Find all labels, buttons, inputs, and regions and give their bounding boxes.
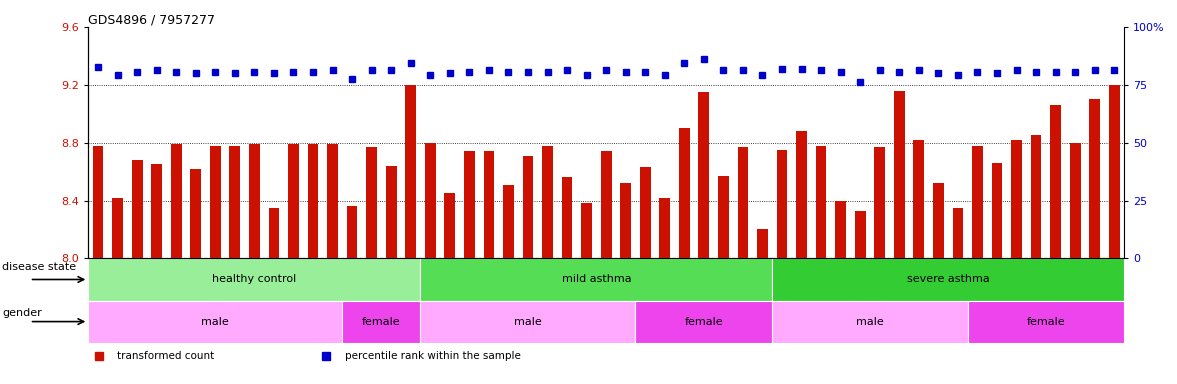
Bar [88, 301, 343, 343]
Bar [1031, 136, 1042, 258]
Bar [992, 163, 1003, 258]
Bar [561, 177, 572, 258]
Bar [893, 91, 905, 258]
Bar [933, 183, 944, 258]
Bar [445, 193, 455, 258]
Bar [772, 301, 967, 343]
Text: female: female [363, 316, 400, 326]
Bar [420, 301, 636, 343]
Bar [425, 143, 435, 258]
Text: percentile rank within the sample: percentile rank within the sample [345, 351, 521, 361]
Bar [855, 211, 865, 258]
Bar [343, 301, 420, 343]
Bar [366, 147, 377, 258]
Bar [93, 146, 104, 258]
Bar [152, 164, 162, 258]
Bar [836, 200, 846, 258]
Bar [112, 198, 122, 258]
Bar [523, 156, 533, 258]
Text: female: female [685, 316, 723, 326]
Bar [484, 151, 494, 258]
Bar [268, 208, 279, 258]
Bar [1050, 105, 1060, 258]
Bar [503, 185, 514, 258]
Bar [288, 144, 299, 258]
Bar [250, 144, 260, 258]
Bar [307, 144, 319, 258]
Text: severe asthma: severe asthma [906, 275, 990, 285]
Bar [967, 301, 1124, 343]
Bar [952, 208, 963, 258]
Text: male: male [856, 316, 884, 326]
Bar [772, 258, 1124, 301]
Bar [1090, 99, 1100, 258]
Bar [796, 131, 807, 258]
Bar [581, 204, 592, 258]
Bar [777, 150, 787, 258]
Bar [636, 301, 772, 343]
Text: disease state: disease state [2, 262, 77, 272]
Bar [171, 144, 181, 258]
Bar [327, 144, 338, 258]
Text: healthy control: healthy control [212, 275, 297, 285]
Bar [600, 151, 612, 258]
Bar [405, 85, 417, 258]
Bar [972, 146, 983, 258]
Bar [191, 169, 201, 258]
Bar [620, 183, 631, 258]
Bar [816, 146, 826, 258]
Bar [1109, 85, 1119, 258]
Text: mild asthma: mild asthma [561, 275, 631, 285]
Bar [1011, 140, 1022, 258]
Bar [913, 140, 924, 258]
Bar [464, 151, 474, 258]
Bar [659, 198, 670, 258]
Text: gender: gender [2, 308, 42, 318]
Bar [757, 230, 767, 258]
Bar [347, 206, 358, 258]
Bar [132, 160, 142, 258]
Bar [543, 146, 553, 258]
Text: female: female [1026, 316, 1065, 326]
Bar [738, 147, 749, 258]
Bar [420, 258, 772, 301]
Bar [679, 128, 690, 258]
Bar [210, 146, 220, 258]
Bar [1070, 143, 1080, 258]
Text: transformed count: transformed count [118, 351, 214, 361]
Bar [718, 176, 729, 258]
Bar [386, 166, 397, 258]
Bar [640, 167, 651, 258]
Bar [698, 92, 710, 258]
Bar [875, 147, 885, 258]
Text: male: male [514, 316, 541, 326]
Text: male: male [201, 316, 230, 326]
Text: GDS4896 / 7957277: GDS4896 / 7957277 [88, 14, 215, 27]
Bar [88, 258, 420, 301]
Bar [230, 146, 240, 258]
